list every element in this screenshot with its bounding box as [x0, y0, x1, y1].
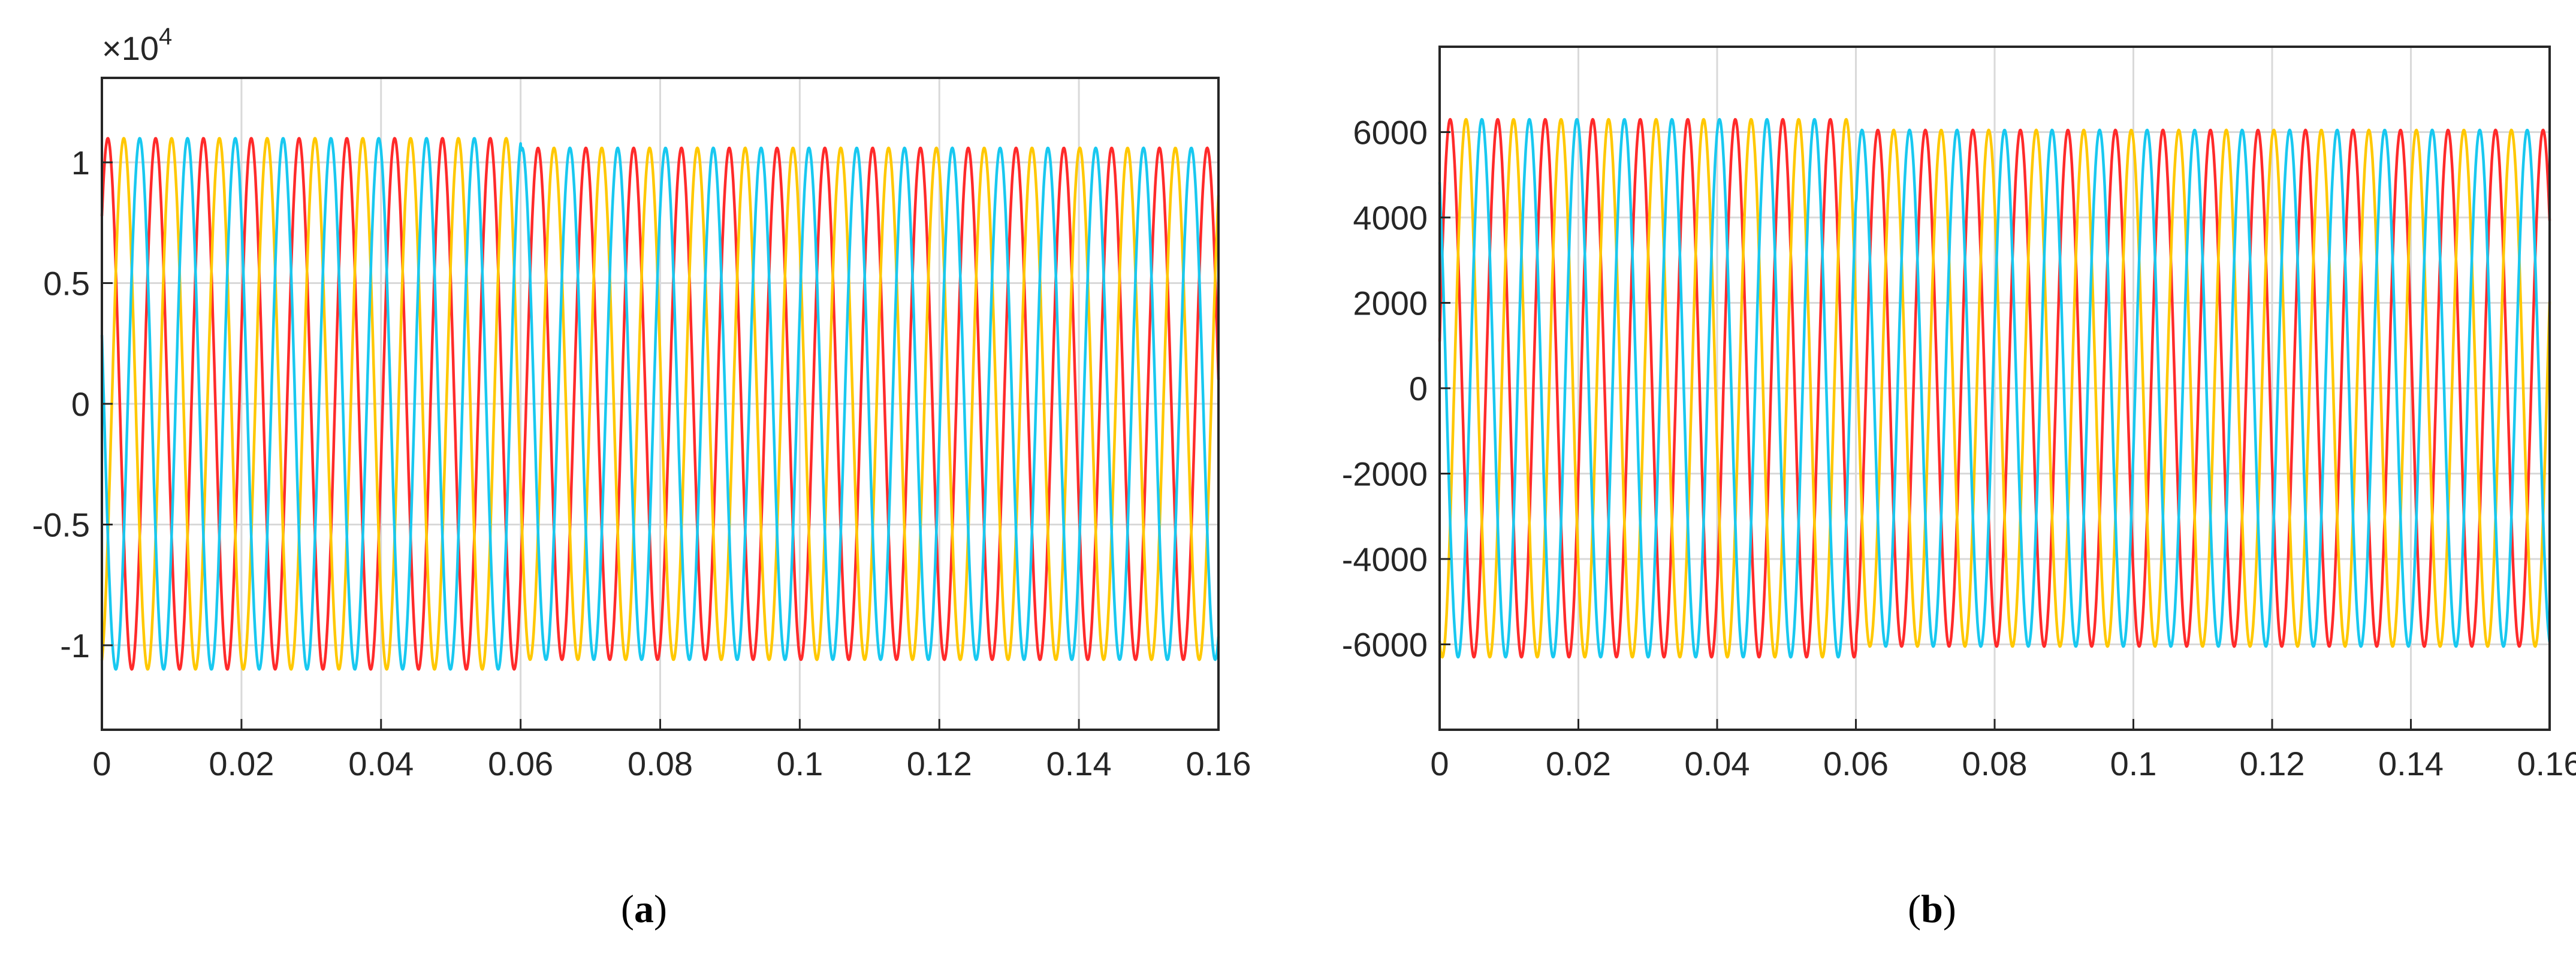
chart-b-x-tick-label-3: 0.06 [1823, 745, 1889, 782]
chart-a-x-tick-label-7: 0.14 [1046, 745, 1112, 782]
chart-a-series-3 [100, 137, 1220, 671]
chart-a-x-tick-label-6: 0.12 [907, 745, 972, 782]
chart-a-x-tick-label-0: 0 [92, 745, 111, 782]
chart-b-y-tick-label-5: 4000 [1353, 199, 1428, 237]
chart-b-y-tick-label-0: -6000 [1342, 626, 1428, 664]
caption-b: (b) [1908, 887, 1956, 931]
chart-b-x-tick-label-8: 0.16 [2517, 745, 2576, 782]
chart-a-x-tick-label-1: 0.02 [209, 745, 274, 782]
chart-a-x-tick-label-8: 0.16 [1186, 745, 1251, 782]
chart-a-svg: 0 0.02 0.04 0.06 0.08 0.1 0.12 0.14 0.16 -1 -0.5 0 0… [32, 23, 1251, 782]
chart-b-x-tick-label-1: 0.02 [1546, 745, 1611, 782]
chart-a-y-tick-label-0: -1 [60, 627, 90, 664]
chart-b-x-tick-label-5: 0.1 [2110, 745, 2157, 782]
chart-panel-b: 0 0.02 0.04 0.06 0.08 0.1 0.12 0.14 0.16 -6000 -40… [1288, 0, 2576, 964]
chart-a-x-tick-label-4: 0.08 [628, 745, 693, 782]
chart-b-series-2 [1438, 117, 2551, 659]
chart-b-x-tick-label-6: 0.12 [2240, 745, 2305, 782]
chart-a-x-tick-label-2: 0.04 [348, 745, 414, 782]
chart-b-x-tick-label-4: 0.08 [1962, 745, 2028, 782]
chart-b-y-tick-label-3: 0 [1409, 370, 1428, 407]
caption-a: (a) [621, 887, 667, 931]
chart-b-y-tick-label-1: -4000 [1342, 540, 1428, 578]
chart-b-x-tick-label-7: 0.14 [2378, 745, 2444, 782]
chart-b-x-tick-label-0: 0 [1430, 745, 1449, 782]
chart-a-y-tick-label-1: -0.5 [32, 506, 91, 543]
chart-b-y-tick-label-2: -2000 [1342, 455, 1428, 493]
chart-a-y-exponent-label: ×104 [102, 23, 172, 67]
chart-b-svg: 0 0.02 0.04 0.06 0.08 0.1 0.12 0.14 0.16 -6000 -40… [1342, 46, 2576, 782]
chart-a-y-tick-label-2: 0 [71, 385, 90, 423]
chart-panel-a: 0 0.02 0.04 0.06 0.08 0.1 0.12 0.14 0.16 -1 -0.5 0 0… [32, 23, 1251, 931]
chart-a-y-tick-label-3: 0.5 [43, 265, 90, 303]
chart-b-series-3 [1438, 117, 2551, 659]
chart-a-y-tick-label-4: 1 [71, 144, 90, 182]
chart-b-x-tick-label-2: 0.04 [1685, 745, 1750, 782]
chart-a-x-tick-label-5: 0.1 [776, 745, 823, 782]
chart-a-series-2 [100, 137, 1220, 671]
chart-a-x-tick-label-3: 0.06 [488, 745, 553, 782]
chart-b-y-tick-label-4: 2000 [1353, 285, 1428, 322]
chart-b-y-tick-label-6: 6000 [1353, 114, 1428, 152]
